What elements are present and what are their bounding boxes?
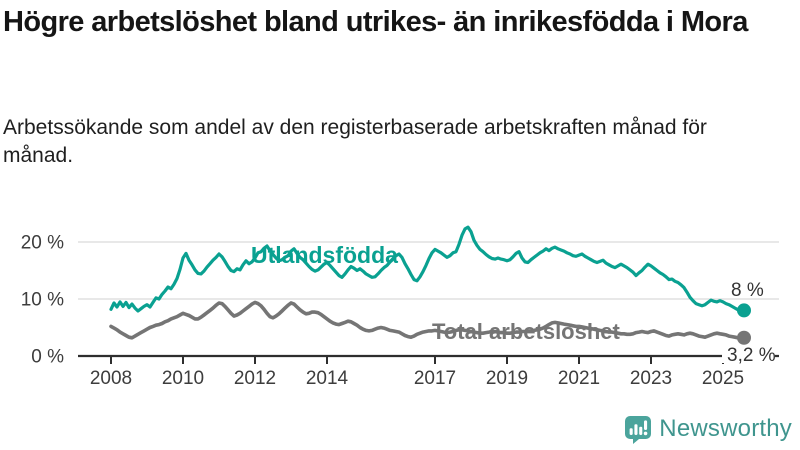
- series-label-total-arbetsloshet: Total arbetslöshet: [432, 319, 621, 344]
- x-tick-label: 2012: [234, 368, 276, 389]
- x-tick-label: 2023: [630, 368, 672, 389]
- x-tick-label: 2017: [414, 368, 456, 389]
- chart-subtitle: Arbetssökande som andel av den registerb…: [3, 116, 707, 167]
- line-total: [109, 300, 746, 341]
- x-tick-label: 2019: [486, 368, 528, 389]
- x-tick-label: 2014: [306, 368, 349, 389]
- end-value-label: 3,2 %: [727, 345, 776, 366]
- end-label-bg: [722, 348, 775, 363]
- chart-series: [109, 225, 751, 345]
- y-tick-label: 10 %: [21, 290, 64, 311]
- series-label-utlandsfodda: Utlandsfödda: [251, 242, 398, 268]
- x-tick-label: 2010: [162, 368, 204, 389]
- chart-annotations: 8 % 3,2 %: [722, 280, 776, 366]
- brand-logo: Newsworthy: [623, 414, 792, 444]
- x-tick-label: 2008: [90, 368, 132, 389]
- brand-name: Newsworthy: [659, 415, 792, 442]
- line-utlandsfodda: [109, 225, 746, 314]
- y-tick-label: 0 %: [31, 347, 64, 368]
- chart-grid: 0 % 10 % 20 % 2008 2010 2012 2014 2017 2019 2021 2…: [21, 233, 779, 389]
- end-dot-total: [737, 330, 751, 345]
- end-value-label: 8 %: [731, 280, 764, 301]
- end-dot-utlandsfodda: [737, 303, 751, 318]
- x-tick-label: 2025: [702, 368, 744, 389]
- newsworthy-logo-icon: [625, 416, 652, 444]
- x-tick-label: 2021: [558, 368, 600, 389]
- page-title: Högre arbetslöshet bland utrikes- än inr…: [3, 6, 748, 38]
- y-tick-label: 20 %: [21, 233, 64, 254]
